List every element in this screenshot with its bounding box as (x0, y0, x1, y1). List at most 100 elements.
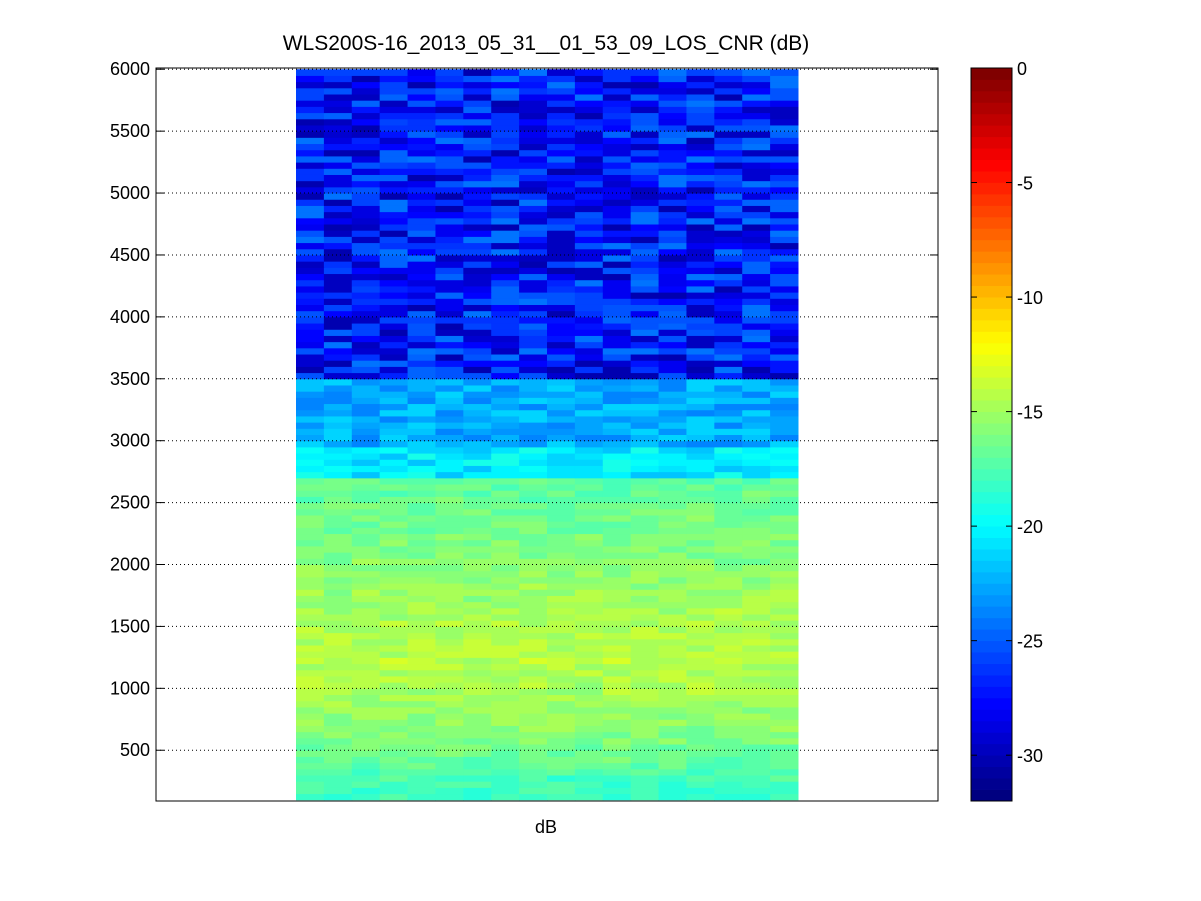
heatmap-cell (770, 236, 799, 244)
heatmap-cell (658, 347, 687, 355)
heatmap-cell (351, 304, 381, 312)
heatmap-cell (547, 391, 576, 398)
heatmap-cell (296, 781, 325, 788)
heatmap-cell (491, 279, 520, 287)
heatmap-cell (463, 415, 492, 423)
chart-title: WLS200S-16_2013_05_31__01_53_09_LOS_CNR … (283, 32, 810, 55)
heatmap-cell (351, 564, 381, 572)
heatmap-cell (574, 675, 604, 683)
heatmap-cell (351, 558, 381, 566)
heatmap-cell (630, 106, 660, 114)
heatmap-cell (296, 706, 325, 714)
heatmap-cell (714, 69, 743, 76)
heatmap-cell (547, 731, 576, 739)
heatmap-cell (463, 81, 492, 89)
heatmap-cell (296, 527, 325, 535)
heatmap-cell (323, 329, 353, 336)
heatmap-cell (463, 719, 492, 726)
heatmap-cell (547, 706, 576, 714)
heatmap-cell (435, 533, 464, 541)
heatmap-cell (658, 750, 687, 757)
heatmap-cell (630, 713, 660, 720)
heatmap-cell (379, 168, 409, 175)
heatmap-cell (435, 595, 464, 603)
heatmap-cell (658, 100, 687, 107)
heatmap-cell (435, 768, 464, 776)
heatmap-cell (351, 477, 381, 485)
heatmap-cell (658, 490, 687, 497)
heatmap-cell (574, 644, 604, 652)
heatmap-cell (658, 335, 687, 343)
heatmap-cell (407, 496, 436, 504)
heatmap-cell (630, 502, 660, 510)
heatmap-cell (574, 793, 604, 801)
heatmap-cell (491, 768, 520, 776)
heatmap-cell (407, 706, 436, 714)
heatmap-cell (519, 384, 548, 392)
heatmap-cell (323, 700, 353, 708)
heatmap-cell (296, 180, 325, 188)
heatmap-cell (658, 254, 687, 262)
heatmap-cell (742, 112, 771, 120)
heatmap-cell (574, 254, 604, 262)
heatmap-cell (547, 453, 576, 460)
heatmap-cell (379, 174, 409, 182)
heatmap-cell (714, 725, 743, 733)
heatmap-cell (658, 360, 687, 367)
heatmap-cell (714, 576, 743, 584)
heatmap-cell (770, 193, 799, 200)
heatmap-cell (351, 762, 381, 770)
heatmap-cell (770, 118, 799, 126)
heatmap-cell (463, 155, 492, 163)
heatmap-cell (770, 124, 799, 132)
heatmap-cell (379, 675, 409, 683)
heatmap-cell (435, 496, 464, 504)
heatmap-cell (658, 508, 687, 516)
heatmap-cell (351, 595, 381, 603)
heatmap-cell (519, 199, 548, 206)
heatmap-cell (742, 669, 771, 677)
heatmap-cell (770, 719, 799, 726)
heatmap-cell (379, 267, 409, 275)
heatmap-cell (547, 137, 576, 145)
heatmap-cell (574, 459, 604, 466)
heatmap-cell (407, 793, 436, 801)
heatmap-cell (407, 768, 436, 776)
colorbar-swatch (971, 697, 1012, 710)
heatmap-cell (463, 521, 492, 528)
heatmap-cell (379, 440, 409, 448)
heatmap-cell (547, 354, 576, 361)
heatmap-cell (407, 273, 436, 281)
heatmap-cell (742, 583, 771, 590)
heatmap-cell (296, 94, 325, 101)
heatmap-cell (379, 180, 409, 188)
heatmap-cell (379, 477, 409, 485)
heatmap-cell (574, 756, 604, 764)
heatmap-cell (686, 632, 715, 640)
heatmap-cell (491, 304, 520, 312)
heatmap-cell (630, 267, 660, 275)
heatmap-cell (379, 552, 409, 559)
colorbar-swatch (971, 354, 1012, 367)
heatmap-cell (519, 744, 548, 751)
heatmap-cell (714, 545, 743, 553)
heatmap-cell (547, 434, 576, 442)
heatmap-cell (296, 434, 325, 442)
heatmap-cell (686, 199, 715, 206)
heatmap-cell (463, 242, 492, 250)
heatmap-cell (742, 434, 771, 442)
heatmap-cell (658, 94, 687, 101)
heatmap-cell (574, 279, 604, 287)
heatmap-cell (296, 341, 325, 349)
heatmap-cell (351, 508, 381, 516)
heatmap-cell (547, 87, 576, 95)
heatmap-cell (547, 248, 576, 256)
heatmap-cell (463, 793, 492, 801)
heatmap-cell (602, 329, 632, 336)
heatmap-cell (323, 558, 353, 566)
heatmap-cell (519, 100, 548, 107)
heatmap-cell (547, 781, 576, 788)
heatmap-cell (296, 397, 325, 405)
heatmap-cell (574, 378, 604, 386)
colorbar-swatch (971, 388, 1012, 401)
